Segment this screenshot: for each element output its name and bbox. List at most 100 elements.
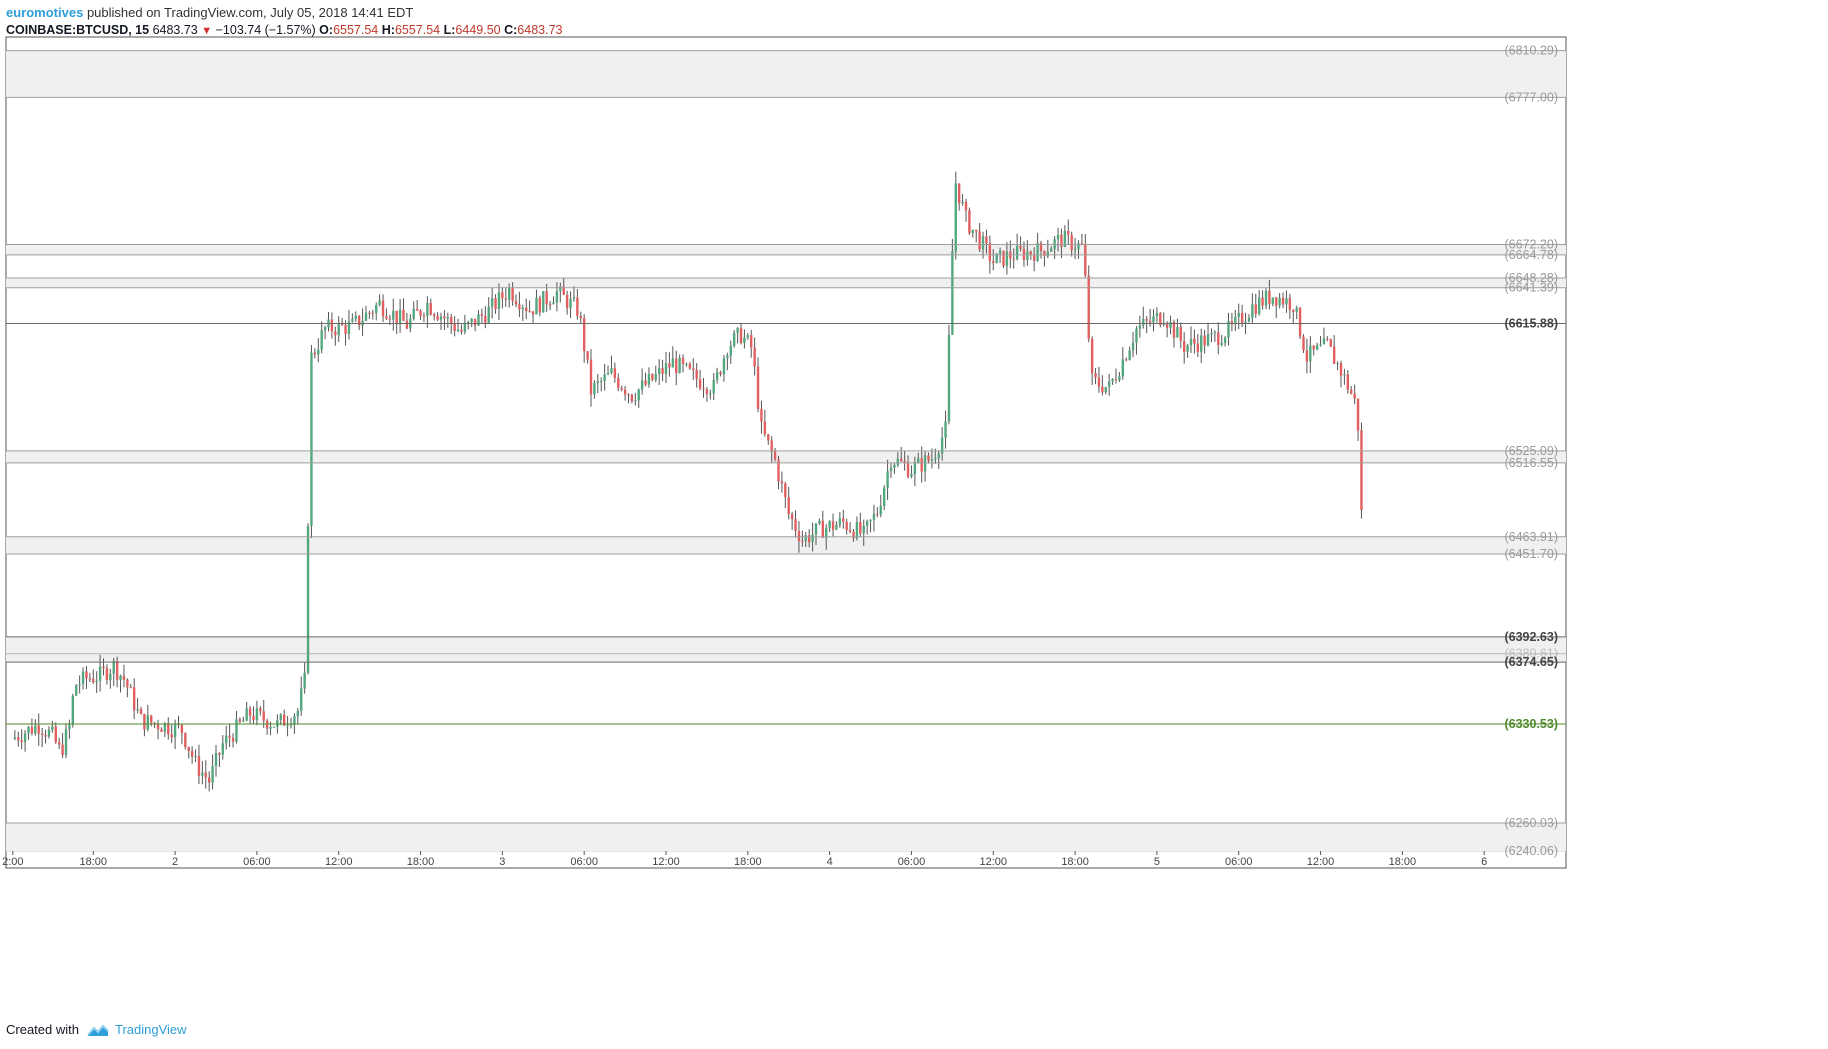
- tradingview-brand-link[interactable]: TradingView: [114, 1022, 187, 1037]
- candle-up: [1257, 297, 1261, 314]
- candle-down: [1193, 338, 1196, 344]
- candle-down: [1090, 338, 1094, 374]
- candle-down: [1182, 341, 1186, 352]
- candle-down: [153, 722, 156, 724]
- candle-down: [876, 513, 879, 515]
- candle-down: [528, 311, 531, 313]
- candle-down: [259, 708, 262, 712]
- price-zone: [6, 244, 1566, 255]
- candle-up: [923, 455, 927, 472]
- candle-up: [1278, 297, 1281, 306]
- candle-down: [1043, 251, 1046, 257]
- candle-up: [235, 719, 238, 742]
- candle-down: [1148, 320, 1152, 323]
- candle-up: [954, 183, 957, 252]
- x-tick-label: 12:00: [652, 856, 680, 868]
- candle-down: [702, 388, 705, 390]
- candle-up: [1244, 321, 1247, 324]
- candle-down: [773, 451, 777, 460]
- candle-up: [296, 710, 300, 717]
- candle-down: [388, 318, 392, 320]
- candle-up: [862, 525, 865, 534]
- candle-up: [671, 358, 675, 368]
- candle-up: [569, 298, 572, 309]
- candle-down: [576, 297, 579, 316]
- candle-down: [1080, 243, 1084, 245]
- candle-down: [1179, 327, 1182, 342]
- candle-up: [1251, 304, 1254, 318]
- candle-up: [1111, 379, 1114, 382]
- price-zone: [6, 536, 1566, 554]
- open-value: 6557.54: [333, 23, 379, 37]
- candle-up: [555, 291, 559, 303]
- candle-down: [405, 320, 409, 329]
- candle-down: [1254, 304, 1257, 314]
- x-tick-label: 4: [827, 856, 833, 868]
- x-tick-label: 5: [1154, 856, 1160, 868]
- candle-up: [1234, 316, 1237, 325]
- candle-down: [1268, 290, 1271, 304]
- candle-up: [893, 464, 896, 468]
- candle-down: [473, 318, 477, 326]
- candle-down: [415, 308, 419, 311]
- candle-down: [1329, 339, 1332, 347]
- candle-up: [136, 708, 139, 711]
- candle-up: [998, 250, 1002, 254]
- candle-down: [204, 772, 207, 778]
- candle-down: [1346, 374, 1350, 390]
- candle-up: [1121, 359, 1125, 377]
- candle-down: [903, 460, 906, 464]
- candle-down: [1097, 377, 1101, 387]
- candle-down: [589, 359, 593, 395]
- candle-down: [688, 363, 692, 369]
- candle-up: [1295, 307, 1298, 312]
- candle-down: [1360, 430, 1363, 511]
- level-price-label: (6777.00): [1504, 90, 1558, 104]
- candle-down: [54, 726, 57, 743]
- candle-down: [692, 368, 695, 370]
- candle-down: [1203, 335, 1206, 346]
- candle-up: [255, 708, 259, 721]
- candle-up: [1322, 338, 1326, 345]
- candle-up: [637, 389, 640, 401]
- level-price-label: (6392.63): [1504, 630, 1558, 644]
- candle-down: [57, 742, 61, 745]
- candle-up: [71, 695, 75, 725]
- candle-up: [1128, 350, 1131, 360]
- candle-up: [825, 527, 828, 538]
- candle-down: [992, 261, 995, 264]
- candle-down: [184, 733, 187, 747]
- symbol-info-bar: COINBASE:BTCUSD, 15 6483.73 ▼ −103.74 (−…: [6, 22, 562, 40]
- high-label: H:: [381, 23, 395, 37]
- candle-down: [17, 737, 20, 741]
- candle-down: [719, 372, 722, 375]
- candle-up: [225, 735, 228, 744]
- candle-up: [640, 380, 644, 390]
- candle-down: [1012, 258, 1015, 260]
- candle-down: [845, 521, 848, 530]
- candle-down: [150, 715, 153, 723]
- candle-up: [593, 382, 596, 395]
- level-price-label: (6641.39): [1504, 281, 1558, 295]
- candle-down: [368, 312, 371, 314]
- candle-down: [1084, 243, 1087, 276]
- candle-up: [657, 368, 661, 374]
- candle-down: [167, 723, 170, 735]
- candle-down: [538, 297, 542, 313]
- candle-up: [95, 680, 98, 683]
- candle-up: [937, 453, 940, 459]
- candle-up: [13, 737, 17, 739]
- candle-up: [1213, 332, 1217, 334]
- candle-up: [1319, 344, 1322, 346]
- candle-down: [920, 458, 923, 472]
- candle-down: [1275, 297, 1278, 306]
- candle-down: [927, 455, 930, 461]
- candle-down: [344, 325, 347, 334]
- candle-down: [501, 292, 504, 299]
- author-name[interactable]: euromotives: [6, 5, 84, 20]
- candle-up: [23, 733, 27, 742]
- candle-up: [300, 688, 303, 711]
- candle-down: [1094, 373, 1097, 378]
- candle-down: [484, 316, 487, 323]
